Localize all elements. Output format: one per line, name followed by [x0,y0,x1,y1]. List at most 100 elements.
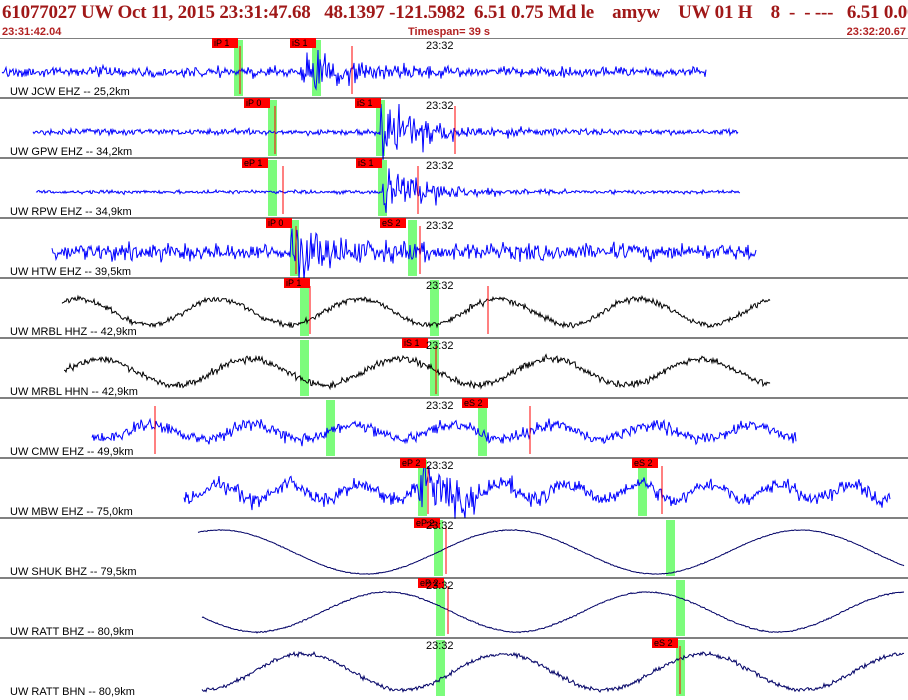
pick-box [462,398,488,408]
pick-box [400,458,426,468]
phase-pick[interactable]: iP 1 [212,38,238,48]
phase-pick[interactable]: iS 1 [402,338,428,348]
pick-box [266,218,292,228]
phase-pick[interactable]: eP 2 [418,578,444,588]
title-bar: 61077027 UW Oct 11, 2015 23:31:47.68 48.… [0,0,908,26]
pick-window [268,100,277,156]
pick-label: iS 1 [357,98,373,108]
phase-pick[interactable]: iS 1 [356,158,382,168]
pick-window [436,580,445,636]
phase-pick[interactable]: eS 2 [380,218,406,228]
trace-row-2[interactable]: iP 0 iS 1 23:32 UW GPW EHZ -- 34,2km [0,97,908,161]
waveform [1,49,707,91]
time-marker: 23:32 [426,100,454,112]
time-range-bar: 23:31:42.04 Timespan= 39 s 23:32:20.67 [0,26,908,38]
pick-label: iP 0 [268,218,283,228]
phase-pick[interactable]: iP 0 [266,218,292,228]
pick-label: eP 2 [420,578,438,588]
station-label: UW MBW EHZ -- 75,0km [10,506,133,518]
pick-label: iS 1 [404,338,420,348]
phase-pick[interactable]: iS 1 [355,98,381,108]
station-label: UW MRBL HHN -- 42,9km [10,386,138,398]
pick-box [355,98,381,108]
pick-label: iS 1 [292,38,308,48]
pick-box [244,98,270,108]
pick-window [436,640,445,696]
pick-label: iP 1 [214,38,229,48]
waveform [51,228,757,281]
pick-window [430,280,439,336]
time-marker: 23:32 [426,160,454,172]
waveform [201,591,905,634]
station-label: UW MRBL HHZ -- 42,9km [10,326,137,338]
pick-window [268,160,277,216]
trace-row-9[interactable]: eP 223:32 UW SHUK BHZ -- 79,5km [0,517,908,578]
pick-box [242,158,268,168]
station-label: UW RPW EHZ -- 34,9km [10,206,132,218]
pick-label: iS 1 [358,158,374,168]
trace-row-10[interactable]: eP 223:32 UW RATT BHZ -- 80,9km [0,577,908,638]
phase-pick[interactable]: iS 1 [290,38,316,48]
time-marker: 23:32 [426,520,454,532]
phase-pick[interactable]: eP 2 [414,518,440,528]
pick-window [478,400,487,456]
pick-label: eS 2 [654,638,673,648]
waveform [61,294,771,329]
pick-box [652,638,678,648]
pick-window [430,340,439,396]
trace-row-3[interactable]: eP 1 iS 1 23:32 UW RPW EHZ -- 34,9km [0,157,908,218]
pick-box [632,458,658,468]
waveform [197,529,905,575]
time-marker: 23:32 [426,340,454,352]
pick-box [414,518,440,528]
pick-label: iP 1 [286,278,301,288]
waveform [35,168,741,213]
event-summary-title: 61077027 UW Oct 11, 2015 23:31:47.68 48.… [2,2,908,23]
trace-row-7[interactable]: eS 2 23:32 UW CMW EHZ -- 49,9km [0,397,908,458]
station-label: UW SHUK BHZ -- 79,5km [10,566,137,578]
trace-row-6[interactable]: iS 1 23:32 UW MRBL HHN -- 42,9km [0,337,908,398]
start-time: 23:31:42.04 [2,26,62,38]
phase-pick[interactable]: eS 2 [632,458,658,468]
pick-window [434,520,443,576]
pick-window [408,220,417,276]
station-label: UW RATT BHZ -- 80,9km [10,626,134,638]
pick-box [418,578,444,588]
pick-window [638,460,647,516]
trace-row-5[interactable]: iP 1 23:32 UW MRBL HHZ -- 42,9km [0,277,908,338]
phase-pick[interactable]: iP 1 [284,278,310,288]
station-label: UW HTW EHZ -- 39,5km [10,266,131,278]
time-marker: 23:32 [426,280,454,292]
waveform [63,353,771,391]
pick-label: iP 0 [246,98,261,108]
pick-label: eP 2 [402,458,420,468]
time-marker: 23:32 [426,400,454,412]
pick-window [234,40,243,96]
seismogram-panel[interactable]: iP 1 iS 1 23:32 UW JCW EHZ -- 25,2km iP 0 iS … [0,38,908,700]
trace-row-8[interactable]: eP 2 eS 2 23:32 UW MBW EHZ -- 75,0km [0,457,908,519]
time-marker: 23:32 [426,640,454,652]
trace-row-1[interactable]: iP 1 iS 1 23:32 UW JCW EHZ -- 25,2km [0,38,908,98]
time-marker: 23:32 [426,220,454,232]
pick-window [676,580,685,636]
waveform [91,417,797,447]
pick-label: eP 1 [244,158,262,168]
pick-window [300,340,309,396]
pick-window [666,520,675,576]
phase-pick[interactable]: eS 2 [462,398,488,408]
phase-pick[interactable]: eP 2 [400,458,426,468]
pick-box [290,38,316,48]
end-time: 23:32:20.67 [846,26,906,38]
trace-row-4[interactable]: iP 0 eS 2 23:32 UW HTW EHZ -- 39,5km [0,217,908,281]
pick-label: eS 2 [464,398,483,408]
time-marker: 23:32 [426,40,454,52]
phase-pick[interactable]: eS 2 [652,638,678,648]
waveform [32,103,739,161]
pick-label: eS 2 [382,218,401,228]
phase-pick[interactable]: eP 1 [242,158,268,168]
time-marker: 23:32 [426,460,454,472]
phase-pick[interactable]: iP 0 [244,98,270,108]
pick-window [326,400,335,456]
timespan-label: Timespan= 39 s [408,26,491,38]
trace-row-11[interactable]: eS 2 23:32 UW RATT BHN -- 80,9km [0,637,908,698]
